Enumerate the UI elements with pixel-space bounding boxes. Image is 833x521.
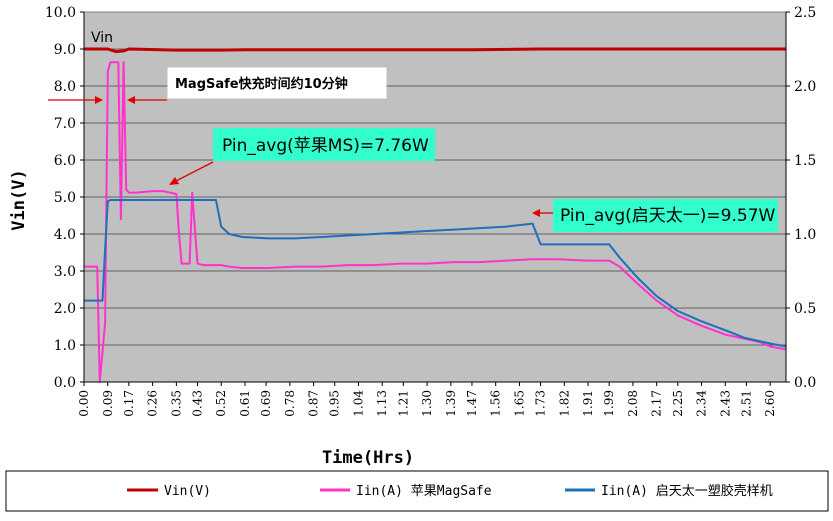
xtick-label: 0.95: [328, 390, 342, 417]
ytick-label: 0.0: [54, 375, 76, 391]
y2-axis-ticks: 0.0 0.5 1.0 1.5 2.0 2.5: [786, 5, 816, 391]
legend: Vin(V) Iin(A) 苹果MagSafe Iin(A) 启天太一塑胶壳样机: [5, 470, 829, 512]
xtick-label: 0.52: [214, 390, 228, 417]
annotation-magsafe-time-text: MagSafe快充时间约10分钟: [175, 76, 348, 92]
y2tick-label: 0.0: [794, 375, 816, 391]
arrow-pin-ms: [173, 161, 214, 183]
ytick-label: 2.0: [54, 301, 76, 317]
xtick-label: 2.60: [763, 390, 777, 417]
xtick-label: 1.13: [375, 390, 389, 417]
ytick-label: 6.0: [54, 153, 76, 169]
xtick-label: 0.78: [283, 390, 297, 417]
xtick-label: 2.43: [718, 390, 732, 417]
annotation-pin-ms: Pin_avg(苹果MS)=7.76W: [213, 128, 435, 161]
xtick-label: 1.39: [444, 390, 458, 417]
arrow-pin-qt-head: [532, 209, 540, 217]
xtick-label: 0.17: [122, 390, 136, 417]
xtick-label: 1.82: [557, 390, 571, 417]
y2tick-label: 1.0: [794, 227, 816, 243]
x-axis-label: Time(Hrs): [322, 448, 414, 468]
xtick-label: 2.34: [695, 390, 709, 417]
series-line-1: [84, 61, 787, 383]
legend-label-qitian: Iin(A) 启天太一塑胶壳样机: [601, 483, 773, 499]
annotation-arrows: [48, 96, 553, 217]
annotation-magsafe-time: MagSafe快充时间约10分钟: [167, 67, 387, 99]
ytick-label: 9.0: [54, 42, 76, 58]
xtick-label: 0.35: [169, 390, 183, 417]
y2tick-label: 0.5: [794, 301, 816, 317]
y2tick-label: 2.0: [794, 79, 816, 95]
x-axis-ticks: 0.00 0.09 0.17 0.26 0.35 0.43 0.52 0.61 0.69 0.78…: [77, 382, 777, 417]
legend-label-vin: Vin(V): [164, 484, 211, 499]
xtick-label: 2.08: [626, 390, 640, 417]
ytick-label: 1.0: [54, 338, 76, 354]
y-axis-label: Vin(V): [9, 169, 29, 230]
xtick-label: 1.21: [396, 390, 410, 417]
xtick-label: 0.26: [146, 390, 160, 417]
xtick-label: 2.25: [671, 390, 685, 417]
xtick-label: 0.87: [307, 390, 321, 417]
xtick-label: 1.04: [351, 390, 365, 417]
annotation-pin-ms-text: Pin_avg(苹果MS)=7.76W: [222, 136, 429, 156]
xtick-label: 2.17: [650, 390, 664, 417]
xtick-label: 1.99: [602, 390, 616, 417]
arrow-magsafe-left-head: [95, 96, 103, 104]
arrow-pin-ms-head: [169, 177, 179, 185]
ytick-label: 7.0: [54, 116, 76, 132]
ytick-label: 8.0: [54, 79, 76, 95]
arrow-magsafe-right-head: [127, 96, 135, 104]
series-layer: [84, 47, 787, 383]
annotation-magsafe-time-box: [167, 67, 387, 99]
xtick-label: 1.73: [534, 390, 548, 417]
y2tick-label: 2.5: [794, 5, 816, 21]
xtick-label: 0.43: [190, 390, 204, 417]
xtick-label: 1.56: [489, 390, 503, 417]
xtick-label: 0.69: [259, 390, 273, 417]
y2tick-label: 1.5: [794, 153, 816, 169]
annotation-pin-qt: Pin_avg(启天太一)=9.57W: [553, 199, 778, 232]
xtick-label: 1.47: [465, 390, 479, 417]
ytick-label: 4.0: [54, 227, 76, 243]
ytick-label: 5.0: [54, 190, 76, 206]
series-line-0: [84, 47, 786, 54]
series-line-2: [84, 199, 787, 348]
annotation-pin-qt-text: Pin_avg(启天太一)=9.57W: [560, 206, 776, 226]
ytick-label: 3.0: [54, 264, 76, 280]
annotation-vin: Vin: [91, 30, 113, 46]
y-axis-ticks: 0.0 1.0 2.0 3.0 4.0 5.0 6.0 7.0 8.0 9.0 10.0: [45, 5, 787, 391]
xtick-label: 0.09: [101, 390, 115, 417]
annotation-pin-ms-box: [213, 128, 435, 161]
xtick-label: 1.30: [420, 390, 434, 417]
xtick-label: 1.91: [581, 390, 595, 417]
ytick-label: 10.0: [45, 5, 76, 21]
xtick-label: 2.51: [739, 390, 753, 417]
annotation-pin-qt-box: [553, 199, 778, 232]
legend-label-magsafe: Iin(A) 苹果MagSafe: [356, 484, 492, 499]
xtick-label: 0.00: [77, 390, 91, 417]
xtick-label: 1.65: [512, 390, 526, 417]
xtick-label: 0.61: [238, 390, 252, 417]
